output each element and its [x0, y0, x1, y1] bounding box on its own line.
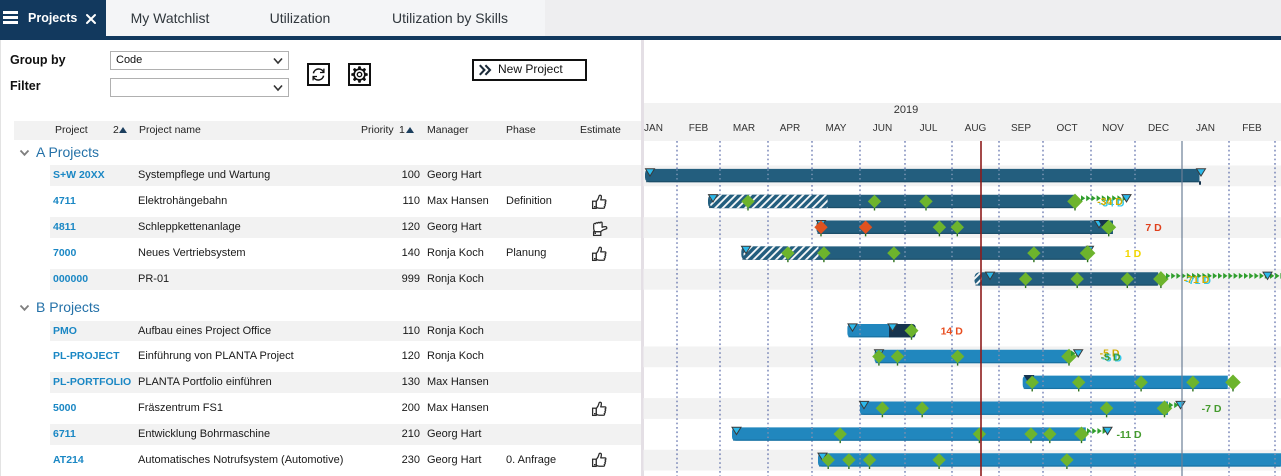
- svg-text:7 D: 7 D: [1145, 222, 1162, 234]
- svg-text:-71 D: -71 D: [1184, 274, 1210, 286]
- svg-text:1 D: 1 D: [1125, 248, 1142, 260]
- svg-text:14 D: 14 D: [941, 325, 964, 337]
- svg-text:-5 D: -5 D: [1102, 353, 1122, 365]
- svg-text:-7 D: -7 D: [1202, 403, 1222, 415]
- svg-text:-34 D: -34 D: [1097, 196, 1123, 208]
- svg-text:-5 D: -5 D: [1100, 347, 1120, 359]
- svg-text:-5 D: -5 D: [1101, 351, 1121, 363]
- svg-text:-34 D: -34 D: [1099, 198, 1125, 210]
- svg-text:-11 D: -11 D: [1116, 429, 1142, 441]
- svg-text:-71 D: -71 D: [1185, 275, 1211, 287]
